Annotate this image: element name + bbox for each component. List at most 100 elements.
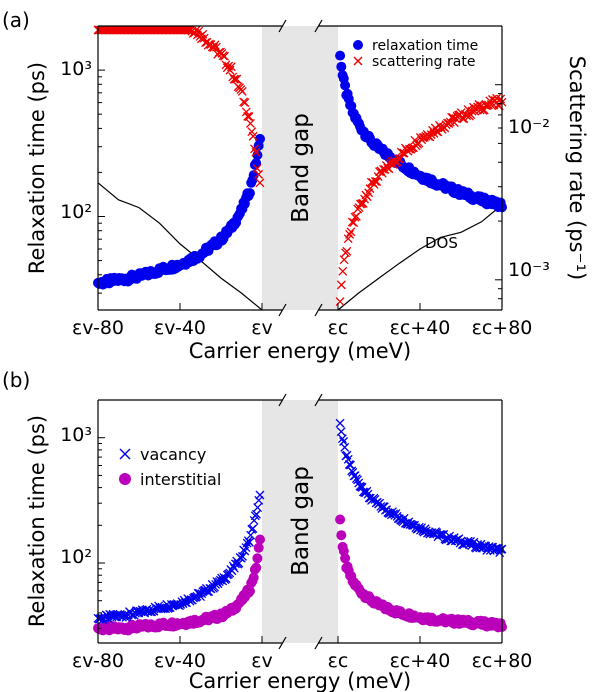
scattering-rate-point [342,246,352,256]
scattering-rate-point [395,154,405,164]
legend-vacancy-marker [119,448,131,460]
scattering-rate-point [226,62,236,72]
relaxation-time-point [336,61,347,72]
scattering-rate-point [230,74,240,84]
scattering-rate-point [458,114,467,123]
scattering-rate-point [255,178,265,188]
relaxation-time-point [244,188,255,199]
dos-curve-valence [97,182,263,311]
vacancy-point [196,592,205,602]
panel-b-legend: vacancy interstitial [119,445,221,489]
scattering-rate-point [245,118,255,128]
vacancy-point [391,509,401,518]
panel-a-ytick-right-1: 10⁻² [508,116,550,138]
scattering-rate-point [220,51,230,61]
panel-a-ytick-1: 10³ [60,58,92,80]
scattering-rate-point [336,280,346,290]
vacancy-point [245,537,254,547]
panel-a-y-tick-labels: 10² 10³ [60,58,92,223]
scattering-rate-point [338,266,348,276]
panel-b-y-axis-label: Relaxation time (ps) [25,415,49,627]
scattering-rate-point [244,112,254,122]
panel-a-y-right-axis-label: Scattering rate (ps⁻¹) [565,56,589,280]
scattering-rate-point [335,297,345,307]
scattering-rate-point [243,111,253,121]
panel-a-ticks [97,25,503,311]
panel-b-ytick-1: 10³ [60,424,92,446]
scattering-rate-point [194,26,204,36]
vacancy-point [350,471,360,481]
panel-b: (b) Band gap εv-80 εv-40 εv εc εc+40 εc+… [2,368,532,692]
panel-b-xtick-2: εv [251,650,273,672]
dos-curve-conduction [337,204,503,311]
scattering-rate-point [345,229,355,239]
legend-scattering-label: scattering rate [372,54,475,70]
panel-b-label: (b) [2,368,30,392]
legend-interstitial-label: interstitial [140,470,221,489]
scattering-rate-point [347,217,357,227]
panel-a-x-axis-label: Carrier energy (meV) [189,339,411,363]
scattering-rate-point [232,74,242,84]
interstitial-point [255,534,265,545]
vacancy-point [97,612,106,622]
panel-b-interstitial-series [93,514,507,636]
legend-relaxation-label: relaxation time [372,38,478,54]
interstitial-point [244,586,255,597]
scattering-rate-point [237,86,247,96]
panel-a-xtick-2: εv [251,317,273,339]
panel-a-xtick-3: εc [328,317,349,339]
panel-b-band-gap-label: Band gap [288,466,314,576]
vacancy-point [362,486,372,496]
panel-a-y-right-tick-labels: 10⁻³ 10⁻² [508,116,550,281]
scattering-rate-point [407,143,417,153]
scattering-rate-point [470,106,480,116]
panel-a-ytick-right-0: 10⁻³ [508,259,550,281]
panel-b-xtick-1: εv-40 [154,650,206,672]
scattering-rate-point [351,211,361,221]
panel-b-xtick-0: εv-80 [72,650,124,672]
vacancy-point [340,442,350,452]
legend-scattering-marker [353,56,363,66]
panel-a-relaxation-series [93,50,507,290]
scattering-rate-point [339,255,349,265]
vacancy-point [337,434,347,444]
panel-b-ytick-0: 10² [60,546,92,568]
panel-a-ytick-0: 10² [60,201,92,223]
vacancy-point [248,524,258,533]
scattering-rate-point [251,147,261,157]
panel-a: (a) Band gap DOS εv-80 εv-40 εv εc εc+40… [2,8,589,363]
vacancy-point [335,418,345,428]
legend-relaxation-marker [353,40,363,50]
interstitial-point [336,530,347,541]
panel-a-xtick-1: εv-40 [154,317,206,339]
panel-a-label: (a) [2,8,30,32]
panel-b-xtick-3: εc [328,650,349,672]
panel-b-band-gap-region [262,400,338,643]
panel-b-axis-breaks [278,393,323,650]
panel-a-y-axis-label: Relaxation time (ps) [25,62,49,274]
scattering-rate-point [349,218,359,227]
vacancy-point [336,427,346,437]
interstitial-point [251,562,262,573]
interstitial-point [253,542,264,553]
interstitial-point [340,553,351,564]
panel-b-x-tick-labels: εv-80 εv-40 εv εc εc+40 εc+80 [72,650,532,672]
panel-a-xtick-4: εc+40 [390,317,451,339]
panel-b-ticks [97,399,503,643]
scattering-rate-point [221,60,231,70]
scattering-rate-point [370,177,380,186]
interstitial-point [248,572,259,583]
panel-a-dos-curves [97,182,503,311]
vacancy-point [343,454,353,464]
relaxation-time-point [335,50,346,61]
panel-a-axis-breaks [278,19,323,317]
vacancy-point [353,475,362,485]
scattering-rate-point [182,25,191,35]
vacancy-point [255,490,265,500]
scattering-rate-point [248,131,258,141]
scattering-rate-point [240,98,250,107]
interstitial-point [335,514,346,525]
panel-a-band-gap-label: Band gap [288,113,314,223]
vacancy-point [253,503,263,512]
